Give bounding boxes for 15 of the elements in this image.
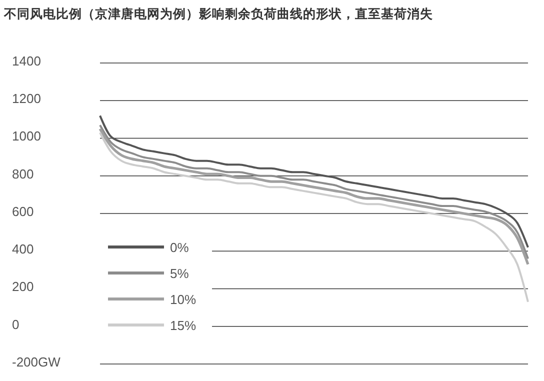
legend-label: 0% xyxy=(170,240,189,254)
line-series xyxy=(99,132,529,303)
y-tick-label: 0 xyxy=(12,316,20,332)
y-tick-label: 1000 xyxy=(12,128,41,144)
legend-label: 5% xyxy=(170,266,189,280)
y-tick-label: 200 xyxy=(12,279,34,294)
y-tick-label: -200GW xyxy=(12,354,62,370)
y-tick-label: 1400 xyxy=(12,53,41,68)
legend-label: 10% xyxy=(170,292,196,306)
y-tick-label: 600 xyxy=(12,204,34,219)
y-tick-label: 1200 xyxy=(12,91,41,106)
chart-title: 不同风电比例（京津唐电网为例）影响剩余负荷曲线的形状，直至基荷消失 xyxy=(4,6,433,23)
y-tick-label: 800 xyxy=(12,166,34,182)
legend-label: 15% xyxy=(170,318,196,332)
y-tick-label: 400 xyxy=(12,242,34,257)
